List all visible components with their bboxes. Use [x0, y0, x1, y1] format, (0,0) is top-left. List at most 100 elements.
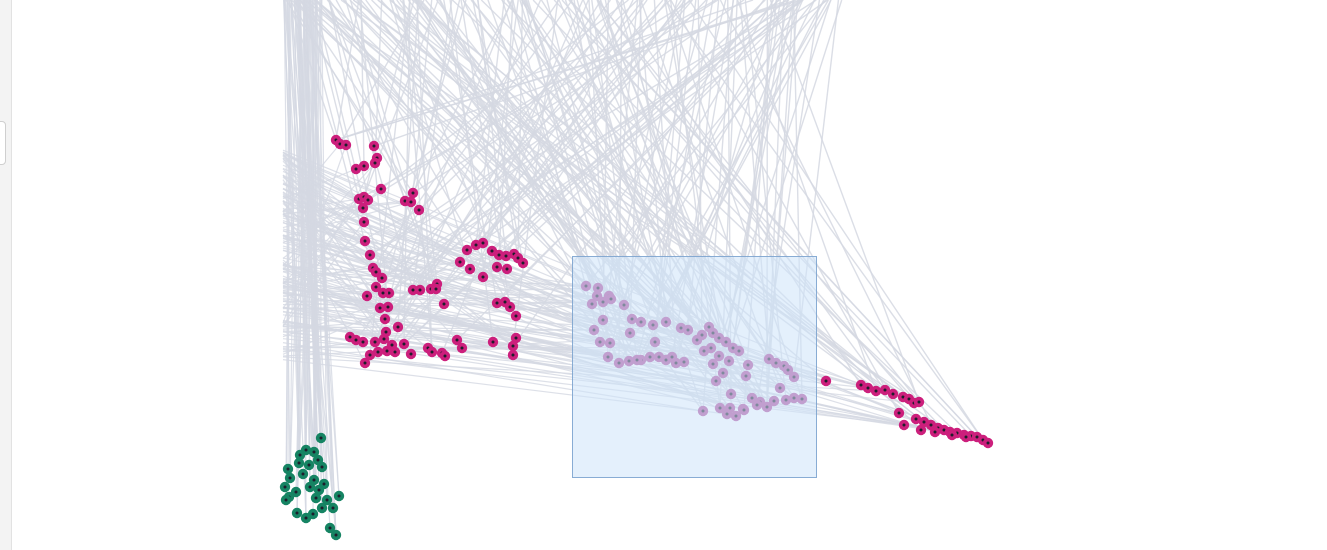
graph-node-green[interactable]: [294, 449, 306, 461]
graph-node-green[interactable]: [297, 468, 309, 480]
graph-node-magenta[interactable]: [946, 429, 958, 441]
graph-node-magenta[interactable]: [350, 163, 362, 175]
edge-line: [282, 249, 383, 279]
graph-node-green[interactable]: [293, 457, 305, 469]
graph-node-magenta[interactable]: [487, 336, 499, 348]
graph-node-magenta[interactable]: [893, 407, 905, 419]
graph-node-magenta[interactable]: [357, 336, 369, 348]
graph-node-green[interactable]: [313, 484, 325, 496]
graph-node-green[interactable]: [284, 472, 296, 484]
graph-node-magenta[interactable]: [392, 321, 404, 333]
graph-node-magenta[interactable]: [862, 382, 874, 394]
graph-node-magenta[interactable]: [507, 340, 519, 352]
graph-node-magenta[interactable]: [491, 261, 503, 273]
graph-node-magenta[interactable]: [407, 187, 419, 199]
graph-node-magenta[interactable]: [372, 346, 384, 358]
edge-line: [282, 213, 620, 364]
graph-node-magenta[interactable]: [361, 290, 373, 302]
graph-node-magenta[interactable]: [413, 204, 425, 216]
edge-line: [282, 0, 307, 519]
graph-node-magenta[interactable]: [375, 183, 387, 195]
graph-node-green[interactable]: [303, 459, 315, 471]
graph-node-magenta[interactable]: [358, 160, 370, 172]
graph-node-magenta[interactable]: [501, 263, 513, 275]
graph-node-magenta[interactable]: [960, 431, 972, 443]
graph-node-magenta[interactable]: [491, 297, 503, 309]
graph-node-green[interactable]: [316, 461, 328, 473]
graph-node-green[interactable]: [321, 494, 333, 506]
graph-node-magenta[interactable]: [370, 281, 382, 293]
graph-node-magenta[interactable]: [368, 140, 380, 152]
graph-node-magenta[interactable]: [376, 272, 388, 284]
graph-node-magenta[interactable]: [439, 350, 451, 362]
graph-node-magenta[interactable]: [507, 349, 519, 361]
graph-node-magenta[interactable]: [364, 349, 376, 361]
graph-node-magenta[interactable]: [357, 202, 369, 214]
graph-node-magenta[interactable]: [456, 342, 468, 354]
graph-node-green[interactable]: [310, 492, 322, 504]
edge-line: [688, 0, 984, 441]
graph-node-magenta[interactable]: [451, 334, 463, 346]
graph-node-magenta[interactable]: [510, 310, 522, 322]
graph-node-magenta[interactable]: [369, 157, 381, 169]
graph-node-green[interactable]: [316, 502, 328, 514]
graph-node-magenta[interactable]: [982, 437, 994, 449]
graph-node-magenta[interactable]: [477, 237, 489, 249]
graph-node-magenta[interactable]: [378, 333, 390, 345]
graph-node-magenta[interactable]: [464, 263, 476, 275]
graph-node-magenta[interactable]: [381, 345, 393, 357]
graph-node-magenta[interactable]: [398, 338, 410, 350]
graph-node-magenta[interactable]: [477, 271, 489, 283]
edge-line: [283, 0, 291, 479]
graph-node-magenta[interactable]: [382, 301, 394, 313]
graph-node-magenta[interactable]: [358, 216, 370, 228]
sidebar-toggle-handle[interactable]: [0, 121, 6, 165]
graph-node-magenta[interactable]: [913, 396, 925, 408]
graph-node-magenta[interactable]: [510, 332, 522, 344]
graph-node-magenta[interactable]: [405, 196, 417, 208]
graph-node-magenta[interactable]: [820, 375, 832, 387]
graph-node-magenta[interactable]: [887, 388, 899, 400]
graph-node-green[interactable]: [327, 502, 339, 514]
graph-node-magenta[interactable]: [426, 346, 438, 358]
edge-line: [501, 0, 958, 434]
graph-node-green[interactable]: [279, 481, 291, 493]
graph-node-green[interactable]: [304, 481, 316, 493]
graph-node-green[interactable]: [300, 512, 312, 524]
graph-node-magenta[interactable]: [374, 302, 386, 314]
graph-node-magenta[interactable]: [438, 298, 450, 310]
graph-node-magenta[interactable]: [500, 250, 512, 262]
graph-node-magenta[interactable]: [379, 313, 391, 325]
graph-node-magenta[interactable]: [879, 384, 891, 396]
graph-node-magenta[interactable]: [377, 287, 389, 299]
edge-line: [328, 0, 515, 255]
graph-node-green[interactable]: [330, 529, 342, 541]
graph-node-magenta[interactable]: [929, 426, 941, 438]
graph-node-green[interactable]: [291, 507, 303, 519]
graph-node-magenta[interactable]: [517, 257, 529, 269]
graph-node-green[interactable]: [282, 463, 294, 475]
graph-node-magenta[interactable]: [504, 301, 516, 313]
graph-node-magenta[interactable]: [454, 256, 466, 268]
graph-node-magenta[interactable]: [898, 419, 910, 431]
graph-node-magenta[interactable]: [910, 413, 922, 425]
graph-node-magenta[interactable]: [369, 336, 381, 348]
graph-node-magenta[interactable]: [414, 284, 426, 296]
graph-node-magenta[interactable]: [915, 424, 927, 436]
graph-node-magenta[interactable]: [461, 244, 473, 256]
graph-node-magenta[interactable]: [359, 235, 371, 247]
selection-brush[interactable]: [572, 256, 817, 478]
graph-node-magenta[interactable]: [359, 357, 371, 369]
graph-node-magenta[interactable]: [340, 139, 352, 151]
graph-node-magenta[interactable]: [430, 283, 442, 295]
graph-node-green[interactable]: [333, 490, 345, 502]
graph-node-magenta[interactable]: [405, 348, 417, 360]
graph-node-green[interactable]: [315, 432, 327, 444]
graph-node-green[interactable]: [324, 522, 336, 534]
graph-node-green[interactable]: [308, 446, 320, 458]
graph-node-magenta[interactable]: [870, 385, 882, 397]
graph-node-magenta[interactable]: [362, 194, 374, 206]
graph-node-magenta[interactable]: [389, 346, 401, 358]
graph-node-magenta[interactable]: [364, 249, 376, 261]
graph-node-green[interactable]: [280, 494, 292, 506]
